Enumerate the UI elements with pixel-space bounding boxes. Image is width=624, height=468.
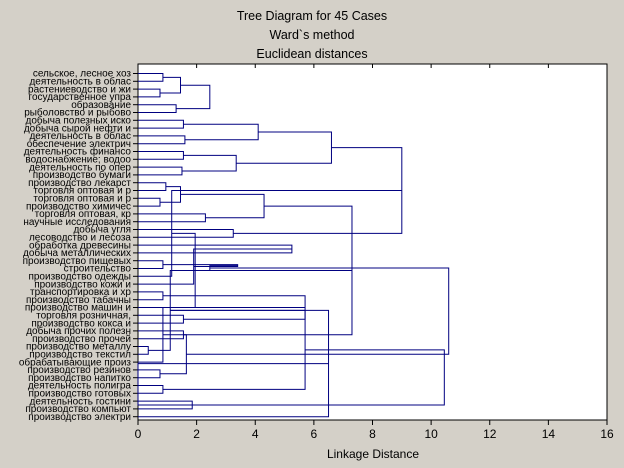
leaf-label: водоснабжение; водоо xyxy=(25,154,131,166)
leaf-label: производство лекарст xyxy=(28,178,131,189)
cluster-link xyxy=(192,349,445,406)
leaf-label: торговля оптовая, кр xyxy=(35,209,132,220)
leaf-stubs xyxy=(133,73,138,418)
leaf-label: деятельность гостини xyxy=(30,396,131,407)
cluster-link xyxy=(138,104,177,113)
leaf-label: деятельность по опер xyxy=(29,162,131,173)
leaf-label: государственное упра xyxy=(29,92,132,103)
cluster-link xyxy=(138,119,184,129)
x-tick-label: 16 xyxy=(600,427,614,441)
cluster-link xyxy=(162,309,306,390)
cluster-link xyxy=(176,84,211,110)
chart-subtitle: Ward`s method xyxy=(270,28,355,42)
leaf-label: производство табачны xyxy=(26,294,131,306)
leaf-label: производство готовых xyxy=(28,389,131,400)
cluster-link xyxy=(138,151,184,160)
x-tick-label: 14 xyxy=(542,427,556,441)
leaf-label: деятельность финансо xyxy=(24,146,132,158)
leaf-label: лесоводство и лесоза xyxy=(29,233,131,244)
cluster-link xyxy=(138,369,161,379)
leaf-label: обеспечение электрич xyxy=(27,138,131,150)
leaf-label: добыча полезных иско xyxy=(25,115,131,127)
chart-title: Tree Diagram for 45 Cases xyxy=(237,9,387,23)
leaf-label: добыча металлических xyxy=(23,247,131,259)
leaf-label: деятельность в облас xyxy=(29,76,131,88)
cluster-link xyxy=(138,346,149,355)
cluster-link xyxy=(159,186,182,203)
leaf-label: производство напитко xyxy=(28,373,131,384)
leaf-label: производство одежды xyxy=(28,272,131,283)
x-tick-label: 10 xyxy=(424,427,438,441)
x-tick-label: 2 xyxy=(193,427,200,441)
leaf-label: торговля оптовая и р xyxy=(33,186,131,197)
leaf-label: транспортировка и хр xyxy=(30,287,131,298)
cluster-link xyxy=(138,88,161,98)
leaf-label: торговля оптовая и р xyxy=(33,194,131,205)
x-tick-label: 6 xyxy=(311,427,318,441)
leaf-label: строительство xyxy=(64,264,132,275)
leaf-label: производство кожи и xyxy=(34,279,131,290)
leaf-label: производство текстил xyxy=(29,350,131,361)
leaf-label: производство химичес xyxy=(26,201,131,212)
leaf-label: обработка древесины xyxy=(29,239,131,251)
leaf-label: производство машин и xyxy=(25,303,131,314)
cluster-link xyxy=(138,314,184,324)
x-tick-label: 4 xyxy=(252,427,259,441)
dendrogram-links xyxy=(137,73,450,418)
cluster-link xyxy=(236,131,332,164)
leaf-label: рыболовство и рыбово xyxy=(24,107,131,119)
leaf-label: производство прочей xyxy=(32,334,131,345)
leaf-label: добыча прочих полезн xyxy=(26,325,131,337)
leaf-label: растениеводство и жи xyxy=(28,84,131,95)
x-axis-title: Linkage Distance xyxy=(327,447,419,461)
leaf-label: производство резинов xyxy=(27,365,131,376)
leaf-label: производство электри xyxy=(28,412,131,423)
leaf-label: производство бумаги xyxy=(33,169,131,181)
leaf-label: сельское, лесное хоз xyxy=(33,69,132,80)
leaf-label: производство кокса и xyxy=(31,318,131,329)
cluster-link xyxy=(162,264,239,268)
cluster-link xyxy=(159,76,182,94)
leaf-label: образование xyxy=(71,99,131,111)
x-axis-ticks: 0 2 4 6 8 10 12 14 16 xyxy=(135,64,614,441)
cluster-link xyxy=(138,197,161,207)
leaf-label: торговля розничная, xyxy=(36,311,131,322)
cluster-link xyxy=(138,190,402,277)
leaf-label: деятельность в облас xyxy=(29,130,131,142)
leaf-label: добыча сырой нефти и xyxy=(24,122,131,134)
leaf-label: обрабатывающие произ xyxy=(19,356,132,368)
cluster-link xyxy=(233,147,403,234)
leaf-label: деятельность полигра xyxy=(28,381,132,392)
plot-area xyxy=(137,63,608,421)
chart-subtitle-2: Euclidean distances xyxy=(256,47,367,61)
leaf-label: научные исследования xyxy=(23,217,131,228)
x-tick-label: 0 xyxy=(135,427,142,441)
leaf-label: добыча угля xyxy=(73,224,131,236)
cluster-link xyxy=(186,267,450,355)
leaf-label: производство металлу xyxy=(26,342,131,353)
cluster-link xyxy=(183,123,259,141)
x-tick-label: 8 xyxy=(369,427,376,441)
leaf-label: производство пищевых xyxy=(23,256,131,267)
cluster-link xyxy=(137,363,329,406)
cluster-link xyxy=(138,244,293,254)
leaf-label: производство компьют xyxy=(25,404,131,415)
x-tick-label: 12 xyxy=(483,427,497,441)
